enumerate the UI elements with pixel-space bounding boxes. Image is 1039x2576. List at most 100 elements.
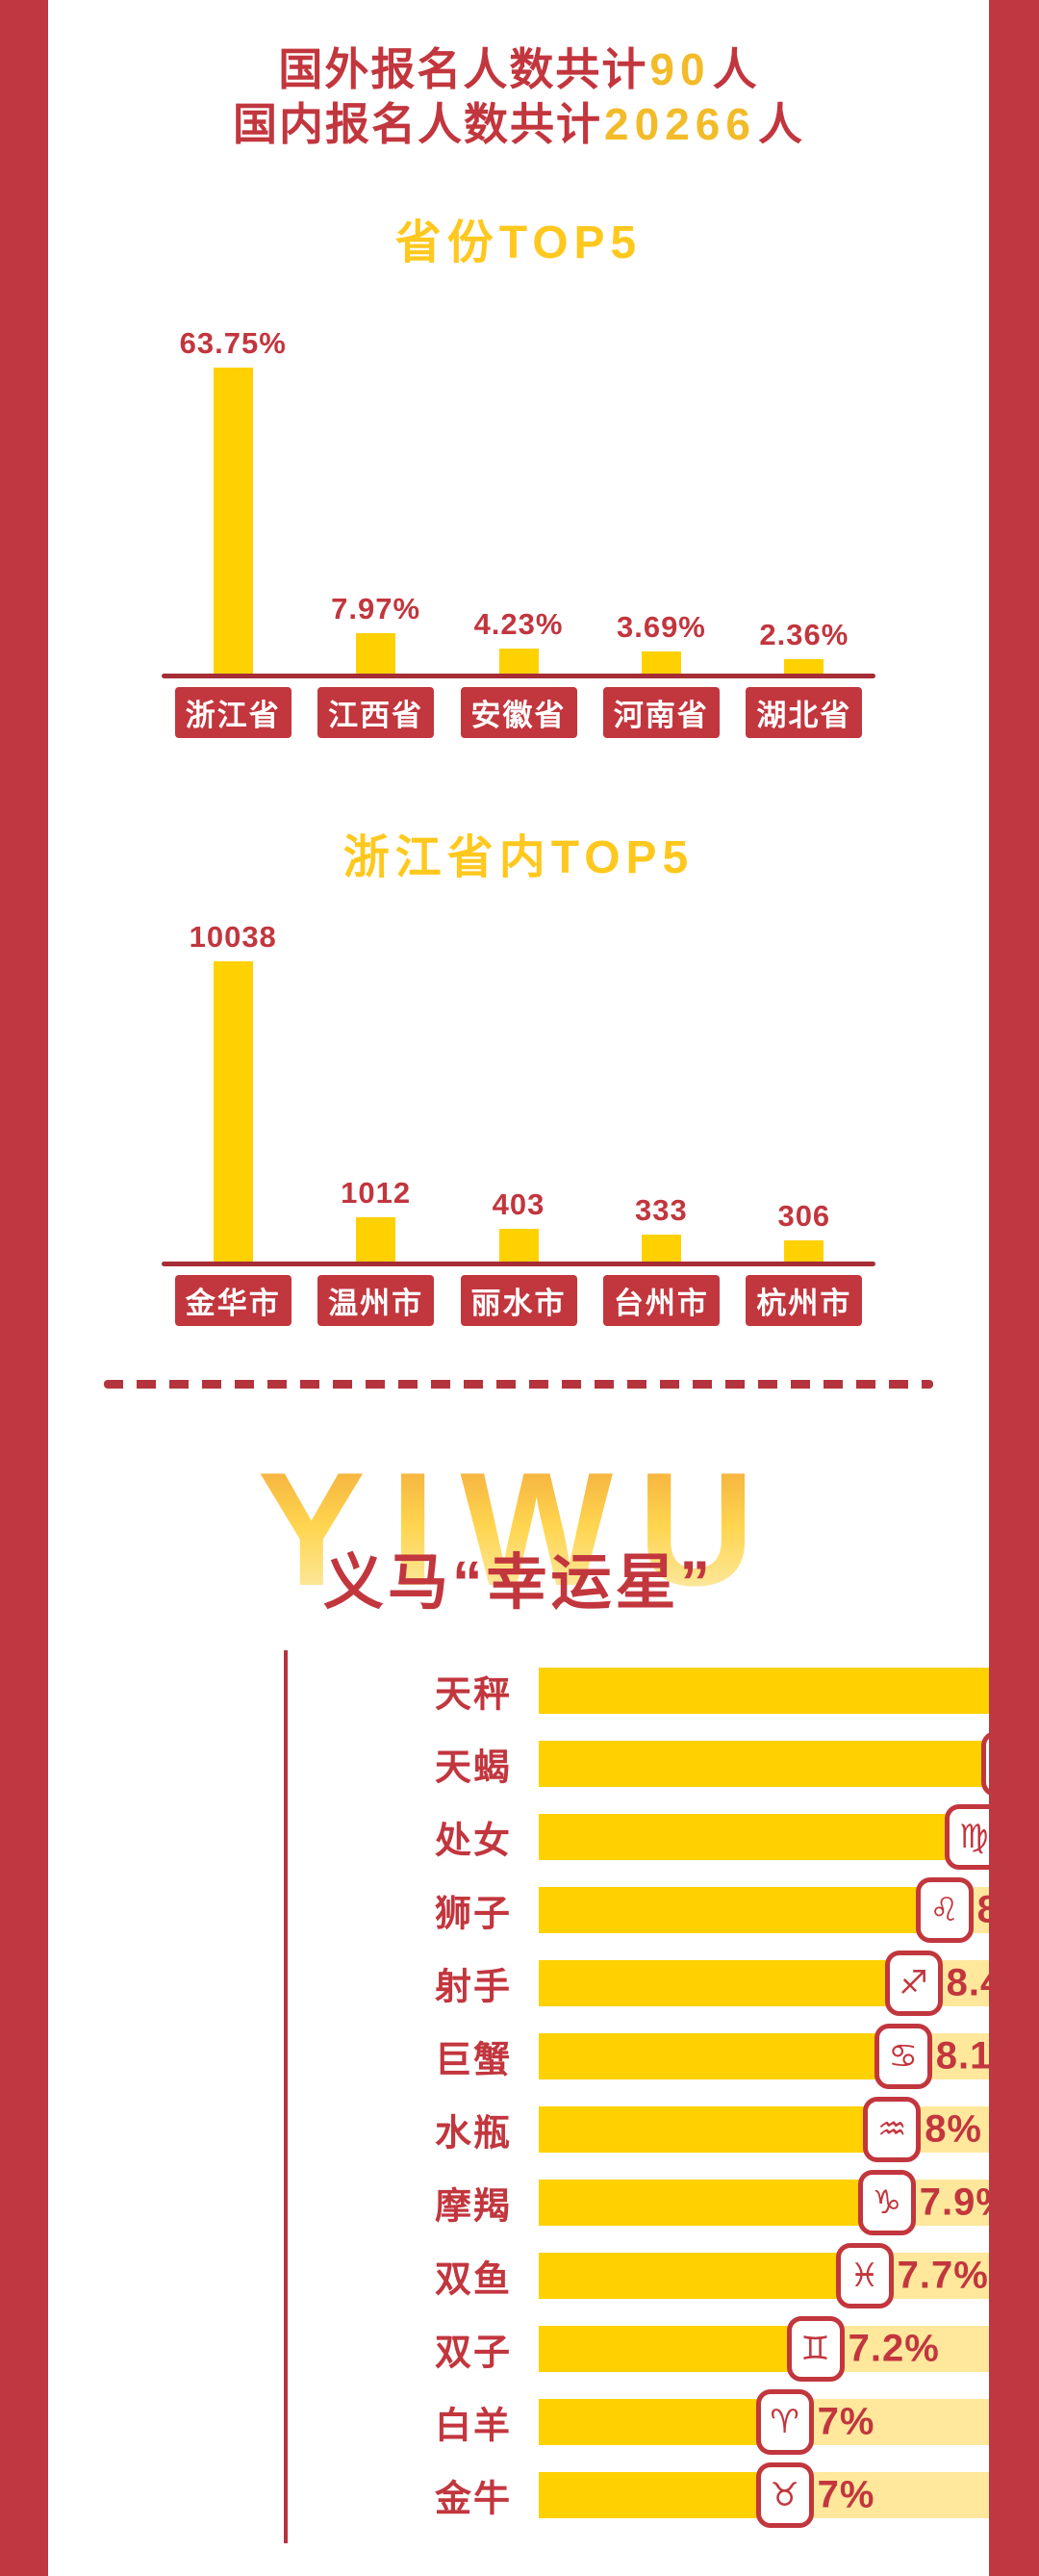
category-cell: 台州市 — [590, 1275, 732, 1326]
zodiac-value-label: 7.2% — [848, 2327, 940, 2370]
zodiac-row: 天秤 ♎10.4% — [293, 1654, 989, 1727]
category-badge: 温州市 — [317, 1275, 435, 1326]
category-badge: 安徽省 — [460, 687, 577, 738]
sagittarius-icon: ♐ — [899, 1964, 928, 2002]
aries-icon: ♈ — [770, 2403, 799, 2441]
bar-column: 1012 — [304, 1176, 446, 1262]
bar — [213, 961, 253, 1262]
capricorn-icon: ♑ — [872, 2183, 901, 2222]
dashed-divider — [104, 1380, 933, 1389]
zhejiang-top5-title: 浙江省内TOP5 — [342, 832, 695, 883]
zodiac-row: 天蝎 ♏9.9% — [293, 1727, 989, 1800]
leo-icon: ♌ — [929, 1891, 959, 1929]
zodiac-row: 水瓶 ♒ 8% — [293, 2093, 989, 2166]
zodiac-row: 摩羯 ♑ 7.9% — [293, 2166, 989, 2239]
zodiac-badge: ♓ — [835, 2243, 894, 2308]
zhejiang-top5-chart: 10038 1012 403 333 306 金华市 温州市 丽水市 台州市 杭州市 — [162, 920, 875, 1326]
zodiac-row: 巨蟹 ♋ 8.1% — [293, 2020, 989, 2093]
category-badge: 金华市 — [174, 1275, 291, 1326]
category-cell: 温州市 — [304, 1275, 446, 1326]
zodiac-track: ♐ 8.4% — [539, 1951, 1038, 2016]
zodiac-badge: ♎ — [1024, 1658, 1039, 1723]
bar-value-label: 403 — [492, 1187, 545, 1221]
zodiac-label: 处女 — [434, 1821, 512, 1862]
zodiac-fill — [539, 2033, 903, 2079]
zodiac-label: 双鱼 — [434, 2259, 512, 2301]
zhejiang-top5-categories: 金华市 温州市 丽水市 台州市 杭州市 — [162, 1275, 875, 1326]
category-badge: 丽水市 — [460, 1275, 577, 1326]
zodiac-label: 天蝎 — [434, 1747, 512, 1789]
category-badge: 湖北省 — [746, 687, 863, 738]
zodiac-badge: ♉ — [755, 2462, 814, 2528]
bar-column: 7.97% — [304, 592, 446, 674]
bar-value-label: 3.69% — [616, 610, 706, 644]
zodiac-badge: ♒ — [863, 2097, 922, 2162]
zodiac-badge: ♊ — [786, 2316, 845, 2382]
lucky-star-header: YIWU 义马“幸运星” — [48, 1448, 989, 1621]
bar — [498, 1229, 539, 1262]
zodiac-track: ♉ 7% — [539, 2462, 989, 2528]
foreign-unit: 人 — [712, 44, 759, 94]
domestic-registration-line: 国内报名人数共计20266人 — [48, 97, 989, 152]
bar-value-label: 7.97% — [331, 592, 421, 625]
yiwu-watermark-text: YIWU — [48, 1448, 989, 1610]
zodiac-fill — [539, 1668, 989, 1714]
scorpio-icon: ♏ — [995, 1745, 1025, 1783]
zodiac-fill — [539, 1960, 914, 2006]
category-cell: 丽水市 — [447, 1275, 590, 1326]
taurus-icon: ♉ — [770, 2476, 799, 2514]
zodiac-fill — [539, 2399, 785, 2445]
zodiac-track: ♋ 8.1% — [539, 2024, 989, 2089]
zodiac-row: 射手 ♐ 8.4% — [293, 1947, 989, 2020]
domestic-count: 20266 — [604, 99, 756, 149]
zodiac-label: 狮子 — [434, 1894, 512, 1935]
zodiac-track: ♈ 7% — [539, 2389, 989, 2455]
bar — [784, 1240, 824, 1262]
zodiac-track: ♒ 8% — [539, 2097, 989, 2162]
bar-column: 333 — [590, 1193, 732, 1262]
zodiac-axis-line — [284, 1650, 288, 2543]
foreign-count: 90 — [649, 44, 711, 94]
bar — [213, 368, 253, 674]
zodiac-label: 射手 — [434, 1967, 512, 2008]
zodiac-fill — [539, 1887, 945, 1933]
zodiac-badge: ♑ — [857, 2170, 916, 2235]
bar-value-label: 1012 — [341, 1176, 412, 1210]
lucky-star-title: 义马“幸运星” — [323, 1549, 714, 1617]
zodiac-label: 水瓶 — [434, 2113, 512, 2155]
zodiac-value-label: 8.4% — [946, 1961, 1038, 2004]
category-cell: 湖北省 — [733, 687, 875, 738]
category-badge: 杭州市 — [746, 1275, 863, 1326]
category-cell: 河南省 — [590, 687, 732, 738]
category-cell: 金华市 — [162, 1275, 304, 1326]
zodiac-fill — [539, 2472, 785, 2518]
cancer-icon: ♋ — [888, 2037, 918, 2076]
pisces-icon: ♓ — [849, 2257, 879, 2295]
category-badge: 浙江省 — [174, 687, 291, 738]
zodiac-badge: ♍ — [945, 1804, 989, 1870]
zodiac-row: 双子 ♊ 7.2% — [293, 2312, 989, 2385]
domestic-label: 国内报名人数共计 — [233, 99, 603, 149]
zodiac-label: 金牛 — [434, 2479, 512, 2520]
zodiac-value-label: 7% — [817, 2400, 875, 2443]
zodiac-label: 巨蟹 — [434, 2040, 512, 2081]
zodiac-label: 双子 — [434, 2333, 512, 2374]
zodiac-value-label: 8% — [925, 2107, 982, 2151]
gemini-icon: ♊ — [800, 2330, 830, 2368]
zodiac-label: 天秤 — [434, 1674, 512, 1716]
bar — [784, 659, 824, 674]
category-cell: 浙江省 — [162, 687, 304, 738]
zodiac-track: ♓ 7.7% — [539, 2243, 989, 2308]
province-top5-plot: 63.75% 7.97% 4.23% 3.69% 2.36% — [162, 326, 875, 674]
zodiac-value-label: 7% — [817, 2473, 875, 2516]
zodiac-fill — [539, 1814, 975, 1860]
zodiac-row: 双鱼 ♓ 7.7% — [293, 2239, 989, 2312]
zodiac-badge: ♋ — [874, 2024, 932, 2089]
category-badge: 台州市 — [602, 1275, 720, 1326]
zodiac-fill — [539, 2253, 865, 2299]
zodiac-value-label: 7.9% — [919, 2181, 1011, 2224]
bar-column: 2.36% — [733, 618, 875, 674]
province-top5-title: 省份TOP5 — [394, 217, 643, 268]
foreign-registration-line: 国外报名人数共计90人 — [48, 42, 989, 97]
